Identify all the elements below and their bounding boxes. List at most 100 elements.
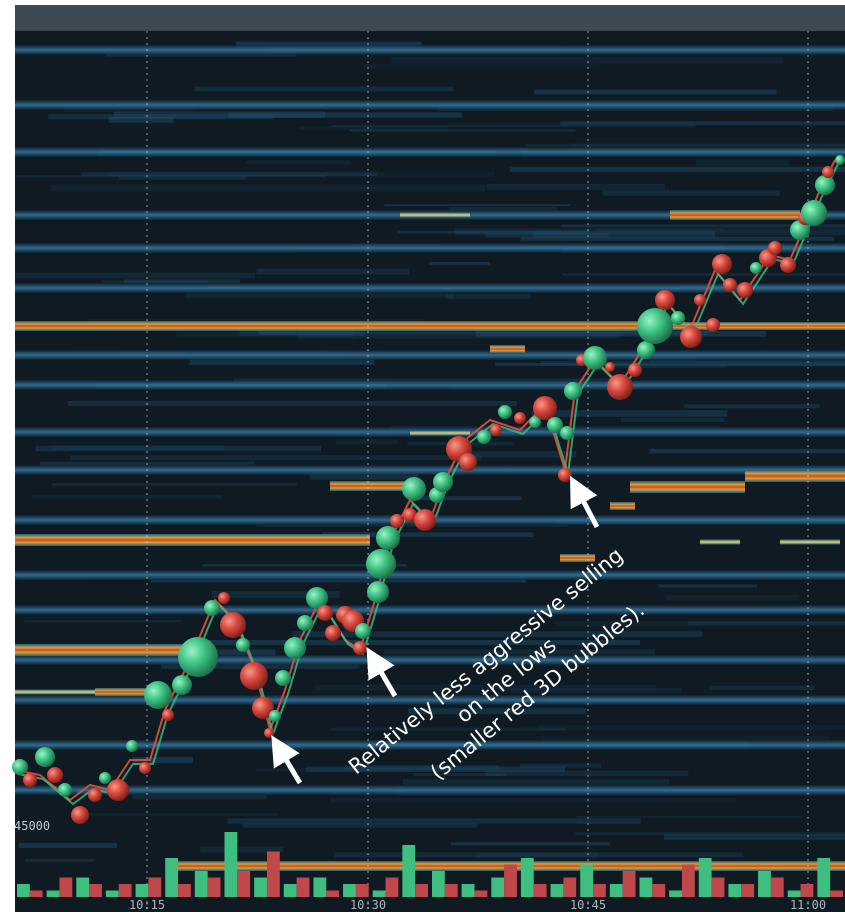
liquidity-streak — [402, 779, 670, 785]
sell-bubble — [459, 453, 477, 471]
buy-bubble — [376, 526, 400, 550]
buy-bubble — [306, 587, 328, 609]
sell-bubble — [264, 728, 274, 738]
liquidity-streak — [335, 439, 398, 445]
liquidity-band — [15, 695, 845, 705]
liquidity-streak — [390, 57, 784, 64]
liquidity-streak — [408, 708, 587, 715]
liquidity-streak — [532, 230, 716, 238]
liquidity-band-yellow — [410, 430, 470, 436]
liquidity-streak — [663, 834, 845, 840]
volume-bar-buy — [609, 884, 623, 897]
volume-bar-sell — [237, 871, 251, 897]
sell-bubble — [353, 641, 367, 655]
liquidity-streak — [332, 124, 696, 127]
liquidity-streak — [428, 262, 491, 266]
liquidity-band — [15, 350, 845, 360]
liquidity-streak — [35, 445, 322, 452]
liquidity-band — [15, 570, 845, 580]
liquidity-streak — [330, 727, 567, 731]
volume-bar-sell — [296, 877, 310, 897]
liquidity-streak — [683, 404, 820, 409]
buy-bubble — [275, 670, 291, 686]
liquidity-streak — [51, 483, 297, 486]
liquidity-band-yellow — [700, 539, 740, 545]
sell-bubble — [680, 326, 702, 348]
liquidity-band-hot — [640, 322, 845, 330]
liquidity-streak — [555, 621, 845, 627]
volume-bar-sell — [533, 884, 547, 897]
volume-bar-sell — [474, 890, 488, 897]
liquidity-streak — [649, 449, 845, 454]
liquidity-streak — [50, 184, 486, 192]
liquidity-streak — [194, 86, 454, 92]
buy-bubble — [236, 638, 250, 652]
volume-bar-sell — [178, 884, 191, 897]
liquidity-streak — [602, 190, 780, 196]
volume-bar-sell — [118, 884, 132, 897]
volume-bar-buy — [313, 877, 327, 897]
liquidity-streak — [24, 858, 95, 862]
liquidity-streak — [485, 770, 689, 777]
sell-bubble — [514, 412, 526, 424]
sell-bubble — [403, 508, 417, 522]
sell-bubble — [822, 166, 834, 178]
volume-bar-buy — [669, 890, 682, 897]
volume-bar-buy — [372, 890, 386, 897]
volume-bar-sell — [415, 884, 428, 897]
liquidity-band-hot — [490, 345, 525, 353]
liquidity-band — [15, 45, 845, 55]
volume-bar-buy — [639, 877, 653, 897]
x-axis-ticks: 10:15 10:30 10:45 11:00 — [129, 898, 826, 912]
liquidity-band-yellow — [400, 212, 470, 218]
liquidity-streak — [51, 445, 224, 450]
liquidity-streak — [48, 113, 274, 120]
sell-bubble — [607, 374, 633, 400]
buy-bubble — [564, 382, 582, 400]
volume-bar-sell — [444, 884, 458, 897]
volume-bar-sell — [711, 877, 725, 897]
liquidity-streak — [114, 111, 326, 119]
liquidity-streak — [457, 451, 577, 458]
liquidity-band — [15, 740, 845, 750]
liquidity-streak — [349, 129, 576, 132]
liquidity-streak — [695, 159, 789, 166]
liquidity-streak — [534, 89, 777, 95]
liquidity-streak — [315, 684, 656, 691]
volume-bar-sell — [207, 877, 221, 897]
volume-bar-buy — [165, 858, 179, 897]
volume-bar-buy — [698, 858, 712, 897]
volume-bar-buy — [787, 890, 801, 897]
liquidity-band-hot — [560, 554, 595, 562]
sell-bubble — [240, 662, 268, 690]
volume-bar-sell — [770, 877, 784, 897]
liquidity-streak — [450, 842, 611, 846]
liquidity-streak — [665, 595, 800, 601]
liquidity-band-yellow — [15, 689, 95, 695]
liquidity-streak — [24, 619, 183, 623]
liquidity-streak — [362, 63, 601, 69]
buy-bubble — [801, 200, 827, 226]
liquidity-streak — [561, 273, 845, 276]
top-strip — [15, 5, 845, 31]
liquidity-streak — [202, 564, 407, 567]
liquidity-streak — [334, 852, 744, 858]
buy-bubble — [297, 615, 313, 631]
liquidity-streak — [445, 294, 532, 300]
volume-bars — [17, 832, 843, 897]
liquidity-streak — [256, 768, 416, 772]
liquidity-streak — [310, 473, 419, 480]
volume-bar-buy — [728, 884, 742, 897]
volume-bar-sell — [355, 884, 369, 897]
liquidity-streak — [260, 328, 352, 336]
liquidity-streak — [510, 687, 681, 693]
liquidity-band — [15, 785, 845, 795]
liquidity-band-hot — [610, 502, 635, 510]
buy-bubble — [402, 477, 426, 501]
buy-bubble — [637, 341, 655, 359]
liquidity-band — [15, 283, 845, 293]
volume-bar-buy — [580, 864, 594, 897]
liquidity-streak — [77, 813, 279, 816]
liquidity-streak — [69, 455, 482, 461]
